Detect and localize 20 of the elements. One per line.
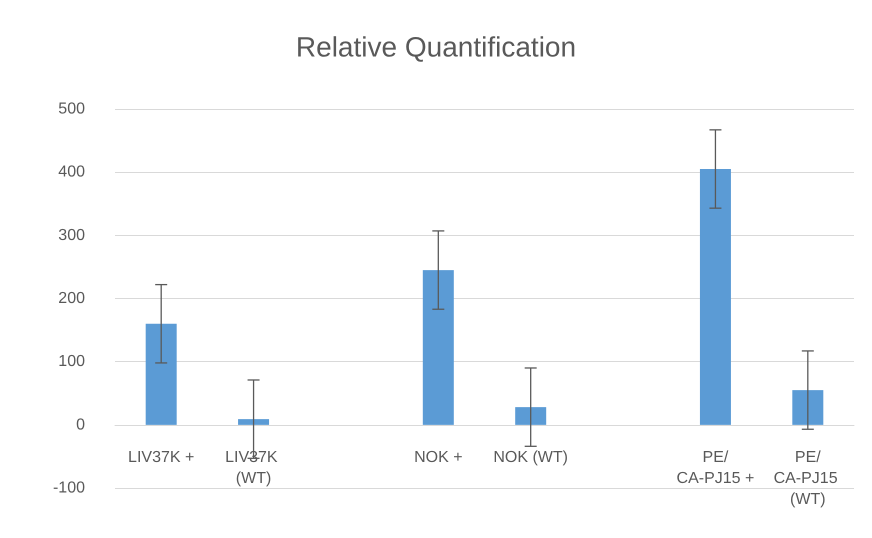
bar (238, 419, 270, 425)
chart-title: Relative Quantification (296, 32, 576, 62)
x-tick-label: PE/CA-PJ15 (WT) (774, 449, 842, 508)
bar (146, 324, 177, 425)
x-tick-label: NOK (WT) (493, 449, 568, 466)
y-tick-label: 400 (58, 164, 86, 181)
bar (422, 270, 454, 425)
y-tick-label: 100 (58, 353, 86, 370)
y-tick-label: 300 (58, 226, 86, 244)
y-tick-label: 500 (58, 100, 86, 118)
bar (515, 407, 546, 425)
y-tick-label: 0 (76, 416, 86, 434)
bar (792, 390, 824, 425)
y-tick-label: -100 (52, 480, 86, 496)
y-tick-label: 200 (58, 290, 86, 307)
bar (700, 169, 731, 425)
x-tick-label: LIV37K + (128, 449, 194, 466)
x-tick-label: NOK + (414, 449, 463, 466)
x-tick-label: LIV37K (WT) (225, 449, 282, 487)
x-tick-label: PE/CA-PJ15 + (676, 449, 754, 487)
